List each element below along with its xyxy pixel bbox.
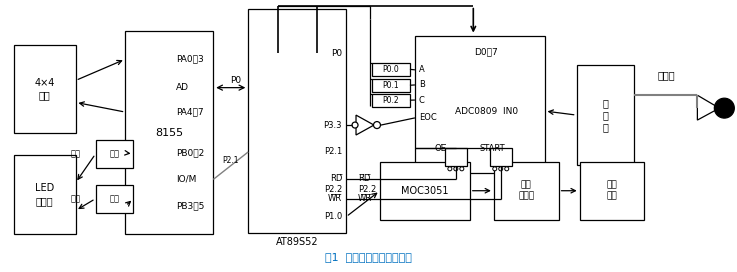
Text: PB0～2: PB0～2 xyxy=(176,149,205,157)
Text: 译码: 译码 xyxy=(110,149,119,158)
Text: P2.1: P2.1 xyxy=(223,156,239,165)
Text: MOC3051: MOC3051 xyxy=(401,186,449,196)
Text: 热电偶: 热电偶 xyxy=(657,70,675,80)
Text: P2.1: P2.1 xyxy=(324,147,342,156)
Bar xyxy=(96,185,133,213)
Text: 变
送
器: 变 送 器 xyxy=(603,98,609,132)
Text: 段控: 段控 xyxy=(71,149,80,158)
Text: 8155: 8155 xyxy=(156,128,184,138)
Text: P0: P0 xyxy=(331,49,342,58)
Text: P0.1: P0.1 xyxy=(383,81,399,90)
Text: P0.0: P0.0 xyxy=(383,65,399,74)
Bar xyxy=(494,162,559,220)
Text: W̅R̅: W̅R̅ xyxy=(358,194,372,203)
Bar xyxy=(380,162,469,220)
Bar xyxy=(490,148,511,166)
Bar xyxy=(372,94,410,107)
Text: 4×4
键盘: 4×4 键盘 xyxy=(35,78,55,100)
Circle shape xyxy=(499,167,503,171)
Text: 功率
可控硅: 功率 可控硅 xyxy=(518,181,534,201)
Bar xyxy=(372,79,410,92)
Circle shape xyxy=(454,167,458,171)
Text: P0.2: P0.2 xyxy=(383,96,399,105)
Bar xyxy=(14,45,76,133)
Text: OE̅: OE̅ xyxy=(435,144,447,153)
Text: AT89S52: AT89S52 xyxy=(276,237,318,248)
Bar xyxy=(579,162,644,220)
Text: C: C xyxy=(419,95,425,104)
Bar xyxy=(415,36,545,173)
Text: PB3～5: PB3～5 xyxy=(176,202,205,211)
Circle shape xyxy=(505,167,509,171)
Bar xyxy=(372,63,410,76)
Text: PA0～3: PA0～3 xyxy=(176,55,204,64)
Bar xyxy=(248,9,346,233)
Bar xyxy=(96,140,133,168)
Text: A: A xyxy=(419,65,425,74)
Circle shape xyxy=(448,167,452,171)
Text: 位控: 位控 xyxy=(71,194,80,203)
Text: P2.2: P2.2 xyxy=(324,186,342,194)
Bar xyxy=(14,155,76,234)
Text: RD̅: RD̅ xyxy=(329,174,342,183)
Polygon shape xyxy=(356,115,374,135)
Text: 加热
元件: 加热 元件 xyxy=(607,181,618,201)
Text: AD: AD xyxy=(176,83,189,92)
Text: B: B xyxy=(419,81,425,89)
Bar xyxy=(576,65,635,165)
Circle shape xyxy=(352,122,358,128)
Text: P3.3: P3.3 xyxy=(324,120,342,129)
Circle shape xyxy=(714,98,734,118)
Text: R̅D̅: R̅D̅ xyxy=(358,174,371,183)
Bar xyxy=(445,148,467,166)
Circle shape xyxy=(493,167,497,171)
Bar xyxy=(125,30,213,234)
Text: LED
显示器: LED 显示器 xyxy=(35,184,55,206)
Text: P2.2: P2.2 xyxy=(358,186,377,194)
Text: P1.0: P1.0 xyxy=(324,212,342,221)
Text: IO/M: IO/M xyxy=(176,175,197,184)
Text: ADC0809  IN0: ADC0809 IN0 xyxy=(455,107,518,116)
Polygon shape xyxy=(697,95,719,120)
Text: W̅R̅: W̅R̅ xyxy=(328,194,342,203)
Text: D0－7: D0－7 xyxy=(475,48,498,57)
Text: 图1  温度控制系统原理框图: 图1 温度控制系统原理框图 xyxy=(325,252,412,262)
Text: START: START xyxy=(480,144,506,153)
Text: EOC: EOC xyxy=(419,113,436,122)
Text: PA4～7: PA4～7 xyxy=(176,108,204,117)
Text: 译码: 译码 xyxy=(110,194,119,203)
Circle shape xyxy=(374,122,380,129)
Circle shape xyxy=(460,167,464,171)
Text: P0: P0 xyxy=(230,76,241,85)
